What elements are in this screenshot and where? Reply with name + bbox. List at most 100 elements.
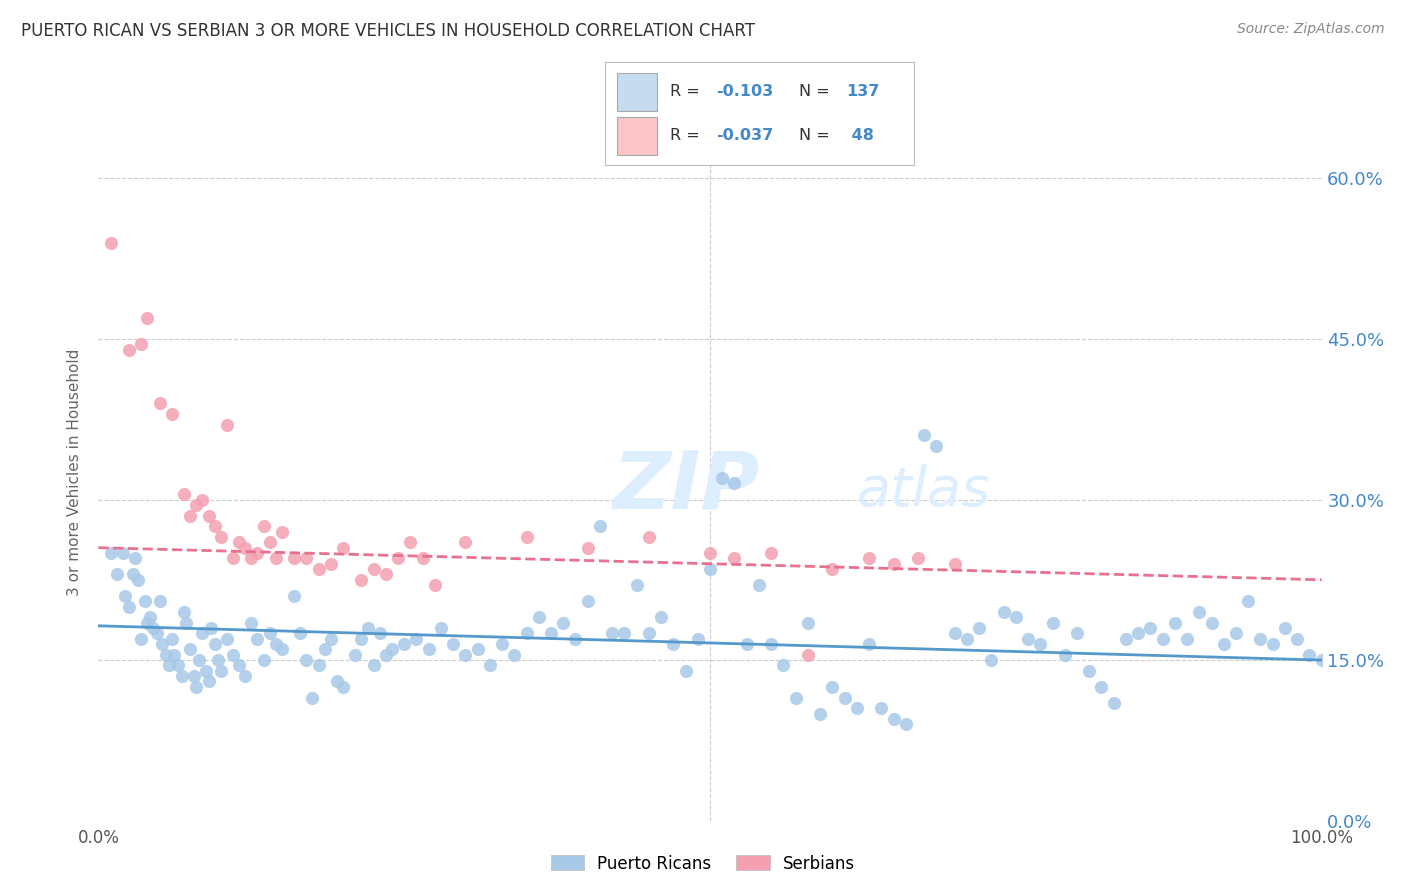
Point [1201,615,1223,630]
Point [240,551,263,566]
Point [1175,632,1198,646]
Point [191,492,214,507]
Point [142,621,165,635]
Point [600,626,623,640]
Point [540,626,562,640]
Point [295,653,318,667]
Point [197,674,219,689]
Point [187,653,209,667]
Point [222,551,245,566]
Point [1004,610,1026,624]
Point [215,632,238,646]
Point [314,642,336,657]
Point [399,535,422,549]
Point [797,648,820,662]
Point [858,637,880,651]
Point [527,610,550,624]
Point [363,658,385,673]
Point [925,439,948,453]
Point [374,567,396,582]
Point [163,648,186,662]
Point [228,535,250,549]
Point [160,407,183,421]
Point [412,551,434,566]
Point [761,546,783,560]
FancyBboxPatch shape [617,73,657,111]
Point [418,642,440,657]
Point [179,508,201,523]
Point [1188,605,1211,619]
Point [1139,621,1161,635]
Point [516,626,538,640]
Point [270,524,294,539]
Point [215,417,238,432]
Point [1029,637,1052,651]
Point [381,642,404,657]
Point [1102,696,1125,710]
Point [121,567,143,582]
Point [228,658,250,673]
Text: 48: 48 [846,128,873,144]
Point [1298,648,1320,662]
Point [626,578,648,592]
Text: ZIP: ZIP [612,448,759,525]
Point [1237,594,1260,608]
Point [1225,626,1247,640]
Point [1066,626,1088,640]
Point [264,637,287,651]
Point [326,674,349,689]
Point [821,562,844,576]
Point [259,535,281,549]
Point [100,235,122,250]
Point [344,648,367,662]
Point [195,664,218,678]
Point [222,648,245,662]
Point [1152,632,1174,646]
Point [723,476,745,491]
Text: Source: ZipAtlas.com: Source: ZipAtlas.com [1237,22,1385,37]
Point [772,658,794,673]
Point [160,632,183,646]
Point [1090,680,1112,694]
Point [430,621,453,635]
Point [246,632,269,646]
Point [149,396,172,410]
Point [308,658,330,673]
Point [283,551,305,566]
Point [785,690,807,705]
Point [100,546,122,560]
Point [146,626,169,640]
Legend: Puerto Ricans, Serbians: Puerto Ricans, Serbians [544,848,862,880]
Point [259,626,281,640]
Point [332,680,354,694]
Point [209,664,232,678]
Point [711,471,734,485]
Point [134,594,156,608]
Point [993,605,1015,619]
Text: R =: R = [669,84,704,99]
Point [114,589,136,603]
Point [735,637,758,651]
Point [118,343,141,357]
Point [894,717,917,731]
Point [454,535,477,549]
Point [197,508,219,523]
Point [912,428,935,442]
Point [252,653,274,667]
Point [686,632,709,646]
Point [319,557,342,571]
Point [332,541,354,555]
Point [943,626,966,640]
Point [441,637,464,651]
Point [405,632,427,646]
Point [270,642,294,657]
Point [454,648,477,662]
Point [797,615,820,630]
Point [1261,637,1284,651]
Point [157,658,180,673]
Point [589,519,612,533]
Point [319,632,342,646]
Point [179,642,201,657]
Point [252,519,274,533]
Point [699,546,721,560]
